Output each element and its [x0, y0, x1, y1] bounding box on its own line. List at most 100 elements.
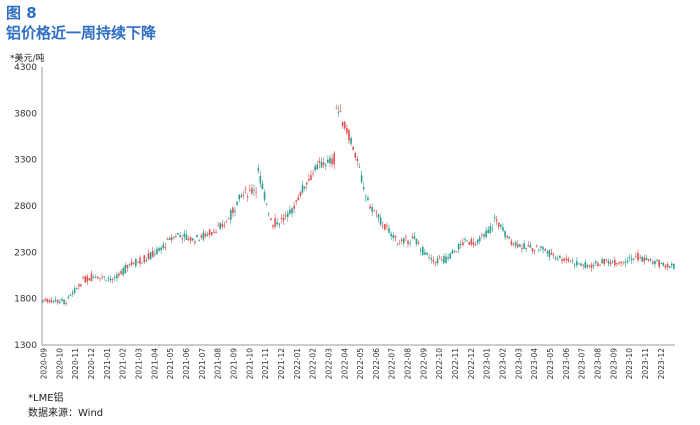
legend-note: *LME铝 — [28, 393, 64, 404]
candle-body — [445, 256, 447, 263]
candle-body — [90, 273, 93, 282]
candle-body — [620, 262, 622, 264]
candle-body — [533, 250, 536, 252]
candle-body — [48, 300, 51, 303]
candle-body — [282, 217, 285, 221]
candle-body — [200, 235, 203, 238]
candle-body — [455, 251, 458, 253]
candle-body — [394, 235, 397, 238]
x-tick-label: 2022-02 — [309, 348, 318, 380]
candle-body — [495, 219, 498, 221]
candle-body — [59, 301, 61, 303]
candle-body — [386, 225, 388, 227]
candle-body — [202, 232, 205, 240]
candle-body — [316, 164, 319, 170]
candle-body — [527, 244, 530, 247]
candle-body — [651, 261, 654, 264]
candle-body — [407, 240, 409, 245]
candle-body — [430, 258, 433, 260]
candle-body — [567, 258, 570, 262]
x-tick-label: 2023-06 — [562, 348, 571, 380]
candle-body — [405, 236, 407, 238]
x-tick-label: 2023-05 — [546, 348, 555, 380]
candle-body — [354, 153, 357, 158]
candle-body — [324, 164, 327, 167]
candle-body — [538, 249, 540, 251]
candle-body — [449, 253, 452, 259]
chart-title: 铝价格近一周持续下降 — [6, 24, 157, 42]
candle-body — [65, 303, 68, 304]
candle-body — [512, 243, 515, 245]
candle-body — [213, 231, 215, 233]
candle-body — [132, 262, 135, 264]
candle-body — [86, 276, 89, 282]
candle-body — [322, 162, 325, 165]
candle-body — [422, 246, 424, 255]
candle-body — [544, 249, 546, 251]
candle-body — [185, 234, 188, 240]
y-tick-label: 1800 — [14, 295, 37, 305]
candle-body — [654, 260, 656, 265]
y-tick-label: 3800 — [14, 109, 37, 119]
candle-body — [487, 229, 490, 234]
candle-body — [434, 262, 437, 264]
candle-body — [360, 175, 363, 182]
x-tick-label: 2022-05 — [356, 348, 365, 380]
candle-body — [94, 277, 97, 279]
candle-body — [63, 299, 65, 304]
candle-body — [481, 234, 483, 236]
candle-body — [531, 248, 534, 252]
x-tick-label: 2023-08 — [593, 348, 602, 380]
x-tick-label: 2022-07 — [388, 348, 397, 380]
x-tick-label: 2021-09 — [229, 348, 238, 380]
candle-body — [624, 261, 627, 264]
candle-body — [257, 168, 260, 171]
candle-body — [535, 245, 538, 247]
candle-body — [46, 298, 49, 302]
x-tick-label: 2023-11 — [641, 348, 650, 380]
x-tick-label: 2022-08 — [404, 348, 413, 380]
x-tick-label: 2023-03 — [514, 348, 523, 380]
candle-body — [419, 250, 422, 251]
candle-body — [432, 259, 435, 262]
candle-body — [595, 261, 597, 264]
candle-body — [141, 262, 143, 264]
candle-body — [662, 262, 665, 266]
y-tick-label: 3300 — [14, 156, 37, 166]
candle-body — [384, 224, 386, 230]
candle-body — [409, 242, 411, 244]
candle-body — [335, 107, 338, 109]
candle-body — [101, 276, 103, 278]
candle-body — [143, 255, 146, 262]
candle-body — [175, 236, 177, 237]
candle-body — [356, 158, 359, 161]
candle-body — [573, 264, 576, 266]
candle-body — [198, 240, 200, 242]
candle-body — [489, 225, 492, 234]
candle-body — [118, 273, 120, 276]
candle-body — [248, 189, 251, 191]
candle-body — [130, 261, 133, 265]
axes — [41, 67, 675, 346]
candle-body — [502, 227, 504, 231]
candle-body — [204, 233, 207, 237]
candle-body — [546, 251, 549, 254]
candle-body — [310, 175, 312, 180]
candle-body — [183, 233, 186, 238]
candle-body — [637, 252, 639, 261]
candle-body — [339, 110, 342, 112]
x-tick-label: 2021-03 — [135, 348, 144, 380]
candle-body — [160, 247, 162, 251]
candle-body — [327, 159, 329, 163]
candle-body — [274, 218, 276, 227]
candle-body — [550, 252, 553, 255]
candle-body — [658, 259, 660, 267]
candle-body — [236, 201, 238, 205]
candle-body — [641, 256, 644, 262]
x-tick-label: 2020-12 — [87, 348, 96, 380]
candle-body — [649, 259, 652, 261]
x-tick-label: 2021-05 — [166, 348, 175, 380]
x-tick-label: 2021-07 — [198, 348, 207, 380]
x-tick-label: 2020-09 — [40, 348, 49, 380]
candle-body — [126, 264, 129, 269]
